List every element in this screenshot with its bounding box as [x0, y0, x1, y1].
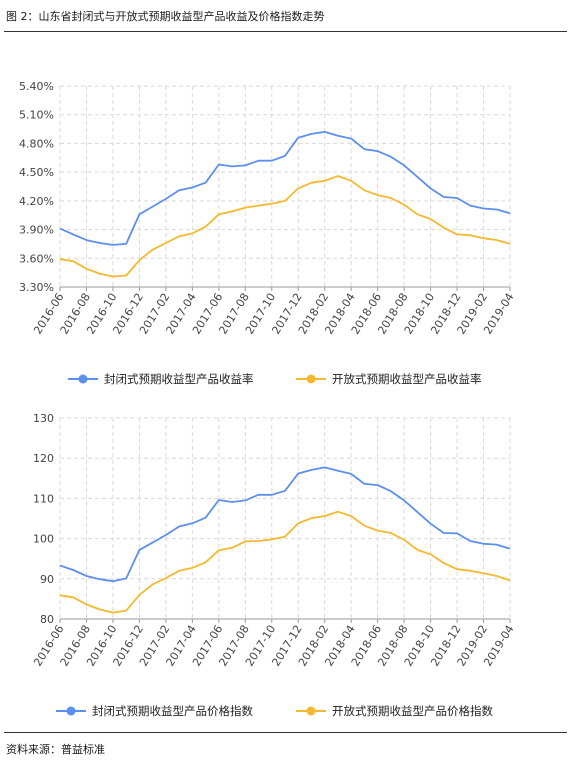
y-tick-label: 5.10%	[19, 109, 54, 122]
bottom-divider	[4, 732, 567, 733]
y-tick-label: 4.80%	[19, 137, 54, 150]
y-tick-label: 110	[33, 492, 54, 505]
legend-marker	[306, 374, 316, 384]
series-line-1	[59, 466, 511, 583]
legend-label: 封闭式预期收益型产品价格指数	[92, 704, 253, 718]
y-tick-label: 5.40%	[19, 80, 54, 93]
y-tick-label: 130	[33, 412, 54, 425]
legend-marker	[66, 706, 76, 716]
legend-marker	[306, 706, 316, 716]
yield-line-chart: 3.30% 3.60% 3.90% 4.20% 4.50% 4.80% 5.10% 5.40%…	[19, 80, 516, 386]
y-tick-label: 100	[33, 533, 54, 546]
y-tick-label: 4.20%	[19, 195, 54, 208]
legend-label: 开放式预期收益型产品收益率	[332, 372, 482, 386]
y-tick-label: 90	[40, 573, 54, 586]
price-index-line-chart: 80901001101201302016-062016-082016-10201…	[31, 412, 516, 718]
top-divider	[4, 31, 567, 32]
y-tick-label: 80	[40, 613, 54, 626]
series-line-2	[59, 510, 511, 614]
source-note: 资料来源：普益标准	[6, 743, 105, 756]
y-tick-label: 3.30%	[19, 281, 54, 294]
series-line-1	[59, 131, 511, 246]
y-tick-label: 3.90%	[19, 224, 54, 237]
figure-title: 图 2：山东省封闭式与开放式预期收益型产品收益及价格指数走势	[6, 10, 325, 23]
y-tick-label: 3.60%	[19, 252, 54, 265]
y-tick-label: 120	[33, 452, 54, 465]
legend-label: 开放式预期收益型产品价格指数	[332, 704, 493, 718]
legend-marker	[78, 374, 88, 384]
legend-label: 封闭式预期收益型产品收益率	[104, 372, 254, 386]
y-tick-label: 4.50%	[19, 166, 54, 179]
series-line-2	[59, 175, 511, 278]
